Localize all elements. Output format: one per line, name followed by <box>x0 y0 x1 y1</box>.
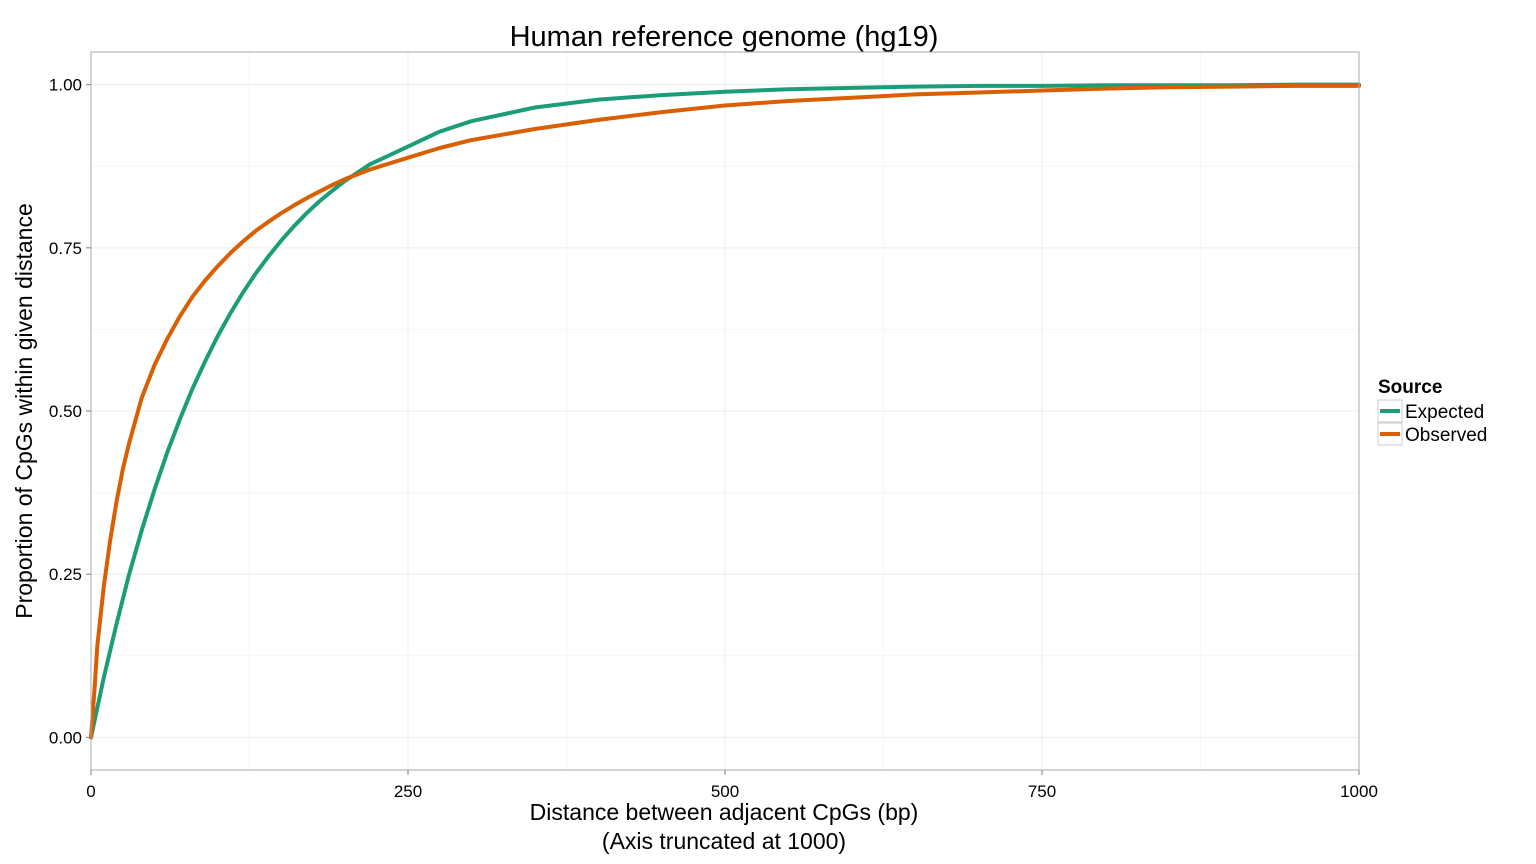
y-tick-label: 1.00 <box>49 76 82 95</box>
legend-label-observed: Observed <box>1405 425 1487 446</box>
x-tick-label: 750 <box>1028 782 1056 801</box>
x-axis-label: Distance between adjacent CpGs (bp) <box>530 799 919 825</box>
chart-title: Human reference genome (hg19) <box>510 21 939 53</box>
y-axis-ticks: 0.00 0.25 0.50 0.75 1.00 <box>49 76 91 747</box>
x-axis-ticks: 0 250 500 750 1000 <box>86 770 1378 801</box>
x-tick-label: 1000 <box>1340 782 1378 801</box>
y-tick-label: 0.25 <box>49 565 82 584</box>
legend-label-expected: Expected <box>1405 402 1484 423</box>
series-line-observed <box>89 83 1361 740</box>
y-tick-label: 0.50 <box>49 402 82 421</box>
grid-lines <box>90 52 1360 770</box>
series-lines <box>89 82 1361 740</box>
y-axis-label: Proportion of CpGs within given distance <box>11 203 37 619</box>
y-tick-label: 0.00 <box>49 728 82 747</box>
y-tick-label: 0.75 <box>49 239 82 258</box>
x-tick-label: 500 <box>711 782 739 801</box>
legend-title: Source <box>1378 377 1442 398</box>
x-tick-label: 0 <box>86 782 95 801</box>
series-line-expected <box>89 82 1361 740</box>
x-axis-sublabel: (Axis truncated at 1000) <box>602 828 846 854</box>
x-tick-label: 250 <box>394 782 422 801</box>
